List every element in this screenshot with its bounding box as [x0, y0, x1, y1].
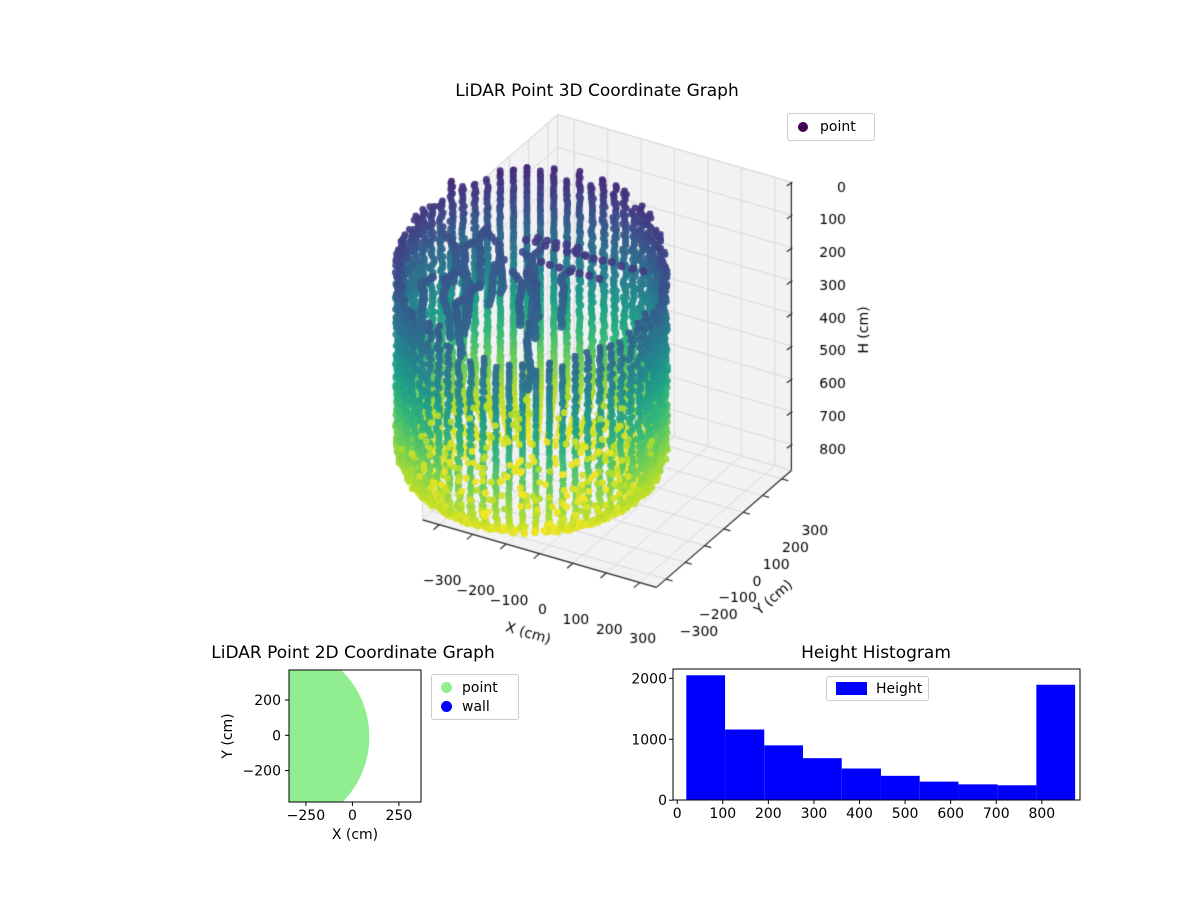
x-tick-label: 0 — [673, 806, 682, 822]
y-axis-label: Y (cm) — [220, 713, 236, 759]
y-tick-label: 200 — [254, 693, 281, 709]
histogram-bar — [686, 675, 726, 801]
histogram-bar — [725, 729, 765, 801]
x-tick-label: 300 — [801, 806, 828, 822]
y-tick-label: 2000 — [631, 671, 667, 687]
point-marker-icon — [798, 122, 808, 132]
y-tick-label: 0 — [658, 793, 667, 809]
x-tick-label: 100 — [709, 806, 736, 822]
y-tick-label: −200 — [243, 764, 281, 780]
histogram-bar — [997, 785, 1037, 801]
y-tick-label: 1000 — [631, 732, 667, 748]
plot2d-title: LiDAR Point 2D Coordinate Graph — [211, 643, 495, 663]
x-tick-label: 500 — [892, 806, 919, 822]
histogram-bar — [919, 781, 959, 801]
histogram-legend: Height — [826, 676, 929, 701]
legend-label-point: point — [462, 679, 498, 696]
point-cloud-region — [289, 670, 370, 802]
x-tick-label: 700 — [983, 806, 1010, 822]
legend-label-point: point — [820, 119, 856, 135]
wall-marker-icon — [441, 701, 452, 712]
legend-row-point: point — [441, 680, 509, 696]
plot2d-legend: point wall — [431, 674, 519, 720]
histogram-bar — [958, 784, 998, 801]
histogram-bar — [764, 745, 804, 801]
histogram-bar — [880, 775, 920, 801]
x-axis-label: X (cm) — [332, 827, 378, 843]
axes-frame — [288, 669, 422, 803]
x-tick-label: 200 — [755, 806, 782, 822]
legend-label-height: Height — [876, 680, 923, 697]
lidar-floor-points-disk — [289, 670, 370, 802]
histogram-title: Height Histogram — [801, 643, 951, 663]
x-tick-label: 400 — [846, 806, 873, 822]
x-tick-label: 800 — [1028, 806, 1055, 822]
axes-frame — [672, 668, 1081, 801]
x-tick-label: 600 — [937, 806, 964, 822]
legend-label-wall: wall — [462, 698, 490, 715]
x-tick-label: 250 — [386, 808, 413, 824]
height-swatch-icon — [836, 682, 867, 695]
height-histogram-plot: 0 100 200 300 400 500 600 700 800 0 1000 2000 — [631, 668, 1081, 822]
x-tick-label: 0 — [348, 808, 357, 824]
x-tick-label: −250 — [287, 808, 325, 824]
plot3d-legend: point — [787, 113, 875, 141]
lidar-3d-scatter-canvas — [330, 95, 910, 665]
lidar-2d-scatter-plot: −250 0 250 200 0 −200 X (cm) Y (cm) — [220, 669, 422, 843]
histogram-bar — [841, 768, 881, 801]
histogram-bar — [803, 758, 842, 801]
y-tick-label: 0 — [272, 728, 281, 744]
point-marker-icon — [441, 682, 452, 693]
histogram-bar — [1036, 684, 1076, 801]
legend-row-wall: wall — [441, 699, 509, 715]
